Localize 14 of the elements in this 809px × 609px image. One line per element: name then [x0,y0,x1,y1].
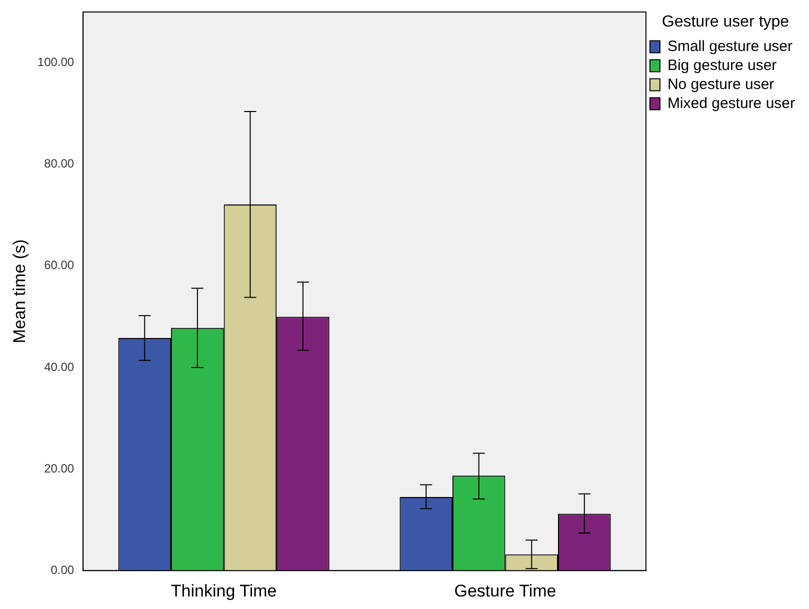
x-tick-label: Gesture Time [454,581,556,600]
legend-label: Mixed gesture user [667,94,796,112]
y-tick-label: 80.00 [44,156,74,171]
y-tick-label: 60.00 [44,258,74,272]
legend-title: Gesture user type [662,13,790,30]
y-tick-label: 0.00 [50,562,74,577]
x-tick-label: Thinking Time [170,581,277,600]
legend-label: No gesture user [667,76,774,93]
y-axis-title: Mean time (s) [10,239,29,344]
legend-label: Small gesture user [667,38,793,55]
y-tick-label: 40.00 [44,360,74,374]
y-tick-label: 20.00 [44,461,74,476]
y-tick-label: 100.00 [37,55,74,70]
legend-label: Big gesture user [667,56,777,74]
